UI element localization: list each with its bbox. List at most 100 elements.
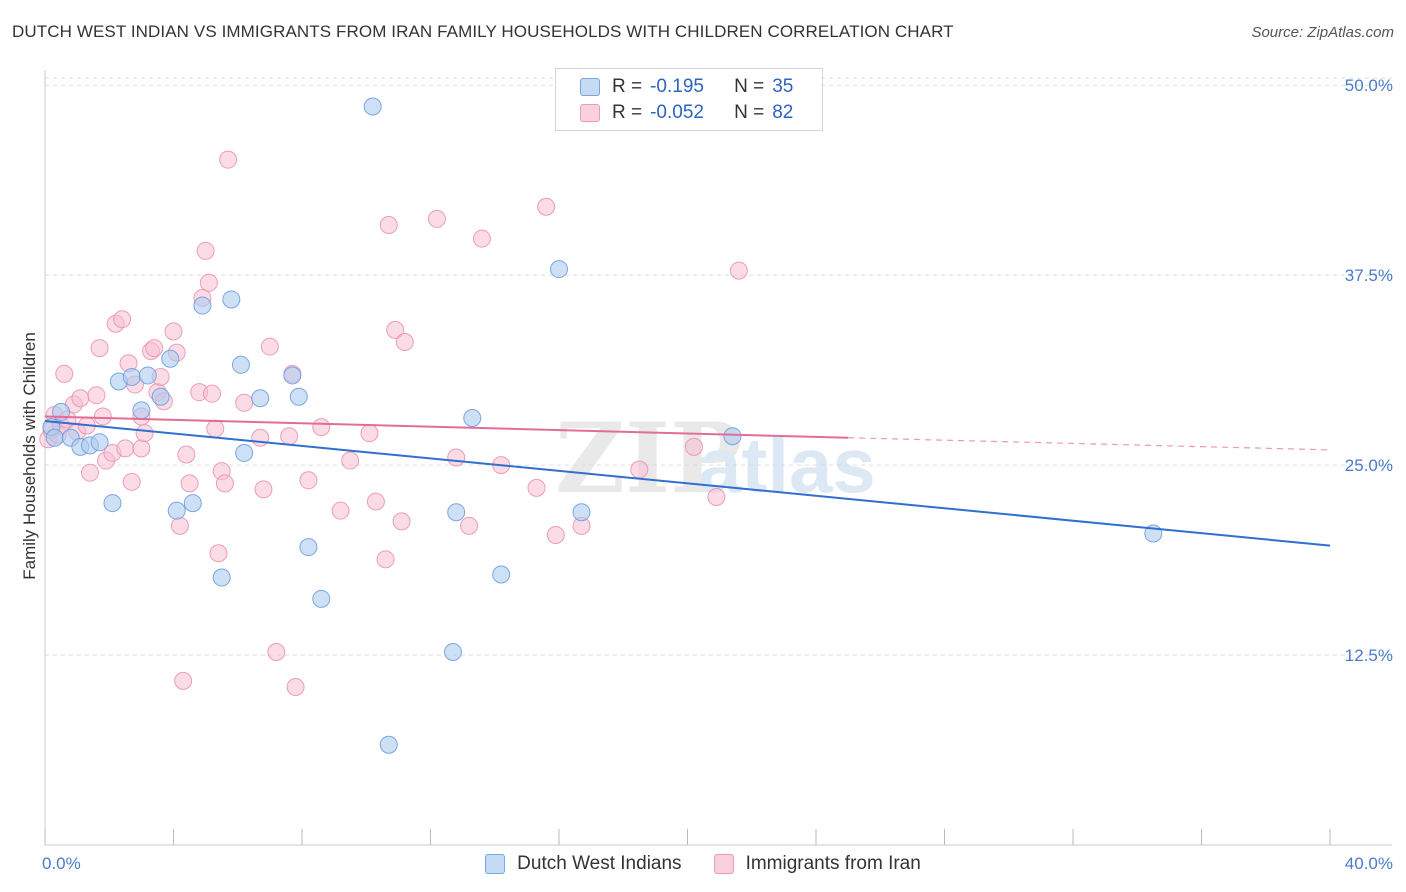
legend-n-value: 82 xyxy=(772,102,794,123)
data-point-iran xyxy=(427,209,446,228)
data-point-iran xyxy=(267,643,286,662)
data-point-dutch xyxy=(103,494,122,513)
legend-r-value: -0.052 xyxy=(650,102,704,123)
data-point-iran xyxy=(395,333,414,352)
legend-swatch-iran xyxy=(713,854,734,874)
data-point-iran xyxy=(215,474,234,493)
data-point-dutch xyxy=(193,296,212,315)
y-tick-label: 37.5% xyxy=(1345,266,1393,285)
x-tick-label: 0.0% xyxy=(42,854,81,873)
data-point-dutch xyxy=(90,433,109,452)
data-point-dutch xyxy=(132,401,151,420)
legend-r-value: -0.195 xyxy=(650,76,704,97)
data-point-dutch xyxy=(463,408,482,427)
trend-line-iran-extrapolated xyxy=(848,437,1331,451)
data-point-iran xyxy=(379,216,398,234)
data-point-dutch xyxy=(447,503,466,522)
data-point-iran xyxy=(386,320,405,339)
data-point-iran xyxy=(199,273,218,292)
data-point-iran xyxy=(116,439,135,458)
data-point-iran xyxy=(366,492,385,511)
y-tick-label: 50.0% xyxy=(1345,76,1393,95)
data-point-iran xyxy=(113,310,132,329)
data-point-iran xyxy=(286,677,305,696)
axes xyxy=(44,70,1392,846)
legend-r-label: R = xyxy=(612,102,643,123)
data-point-iran xyxy=(260,337,279,356)
y-tick-label: 12.5% xyxy=(1345,646,1393,665)
data-point-iran xyxy=(707,488,726,507)
legend-row-iran: R = -0.052 N = 82 xyxy=(580,102,793,124)
data-point-iran xyxy=(472,229,491,248)
data-point-iran xyxy=(206,419,225,438)
series-dutch-points xyxy=(42,97,1163,754)
legend-swatch-iran xyxy=(580,104,600,122)
data-point-iran xyxy=(527,478,546,497)
trend-lines xyxy=(44,415,1331,547)
data-point-dutch xyxy=(572,503,591,522)
data-point-dutch xyxy=(212,568,231,587)
data-point-iran xyxy=(312,418,331,437)
data-point-iran xyxy=(80,463,99,482)
data-point-iran xyxy=(537,197,556,216)
data-point-iran xyxy=(729,261,748,280)
data-point-dutch xyxy=(251,389,270,408)
data-point-dutch xyxy=(363,97,382,116)
data-point-iran xyxy=(251,428,270,447)
data-point-iran xyxy=(376,550,395,569)
data-point-iran xyxy=(235,393,254,412)
data-point-iran xyxy=(392,512,411,531)
legend-label-dutch: Dutch West Indians xyxy=(517,853,682,874)
data-point-iran xyxy=(219,150,238,169)
data-point-dutch xyxy=(122,367,141,386)
data-point-iran xyxy=(145,339,164,358)
legend-label-iran: Immigrants from Iran xyxy=(745,853,921,874)
data-point-iran xyxy=(341,451,360,470)
legend-n-value: 35 xyxy=(772,76,794,97)
data-point-dutch xyxy=(723,427,742,446)
series-legend: Dutch West Indians Immigrants from Iran xyxy=(0,852,1406,876)
data-point-iran xyxy=(460,516,479,535)
data-point-dutch xyxy=(379,735,398,754)
data-point-iran xyxy=(170,516,189,535)
trend-line-iran xyxy=(44,415,849,439)
data-point-dutch xyxy=(167,501,186,520)
data-point-dutch xyxy=(492,565,511,584)
chart-title: DUTCH WEST INDIAN VS IMMIGRANTS FROM IRA… xyxy=(12,22,954,41)
data-point-dutch xyxy=(151,387,170,406)
data-point-iran xyxy=(280,427,299,446)
legend-item-dutch[interactable]: Dutch West Indians xyxy=(485,852,682,876)
data-point-iran xyxy=(122,472,141,491)
y-tick-label: 25.0% xyxy=(1345,456,1393,475)
data-point-dutch xyxy=(138,366,157,385)
data-point-iran xyxy=(209,544,228,563)
data-point-iran xyxy=(196,241,215,260)
legend-item-iran[interactable]: Immigrants from Iran xyxy=(713,852,921,876)
correlation-legend: R = -0.195 N = 35 R = -0.052 N = 82 xyxy=(555,68,823,131)
trend-line-dutch xyxy=(44,420,1331,547)
data-point-dutch xyxy=(289,387,308,406)
data-point-iran xyxy=(684,437,703,456)
data-point-iran xyxy=(71,389,90,408)
data-point-iran xyxy=(87,386,106,405)
data-point-iran xyxy=(203,384,222,403)
legend-swatch-dutch xyxy=(485,854,506,874)
legend-r-label: R = xyxy=(612,76,643,97)
data-point-iran xyxy=(180,474,199,493)
data-point-iran xyxy=(630,460,649,479)
legend-n-label: N = xyxy=(734,102,765,123)
y-axis-label: Family Households with Children xyxy=(20,332,39,580)
data-point-dutch xyxy=(222,290,241,309)
data-point-iran xyxy=(360,424,379,443)
data-point-dutch xyxy=(443,643,462,662)
data-point-iran xyxy=(90,339,109,358)
data-point-iran xyxy=(132,439,151,458)
data-point-iran xyxy=(331,501,350,520)
source-label: Source: ZipAtlas.com xyxy=(1251,24,1394,41)
axis-ticks: 12.5% 25.0% 37.5% 50.0% 0.0% 40.0% xyxy=(42,76,1393,873)
data-point-iran xyxy=(93,407,112,426)
data-point-iran xyxy=(299,471,318,490)
data-point-dutch xyxy=(235,443,254,462)
data-point-dutch xyxy=(550,260,568,279)
